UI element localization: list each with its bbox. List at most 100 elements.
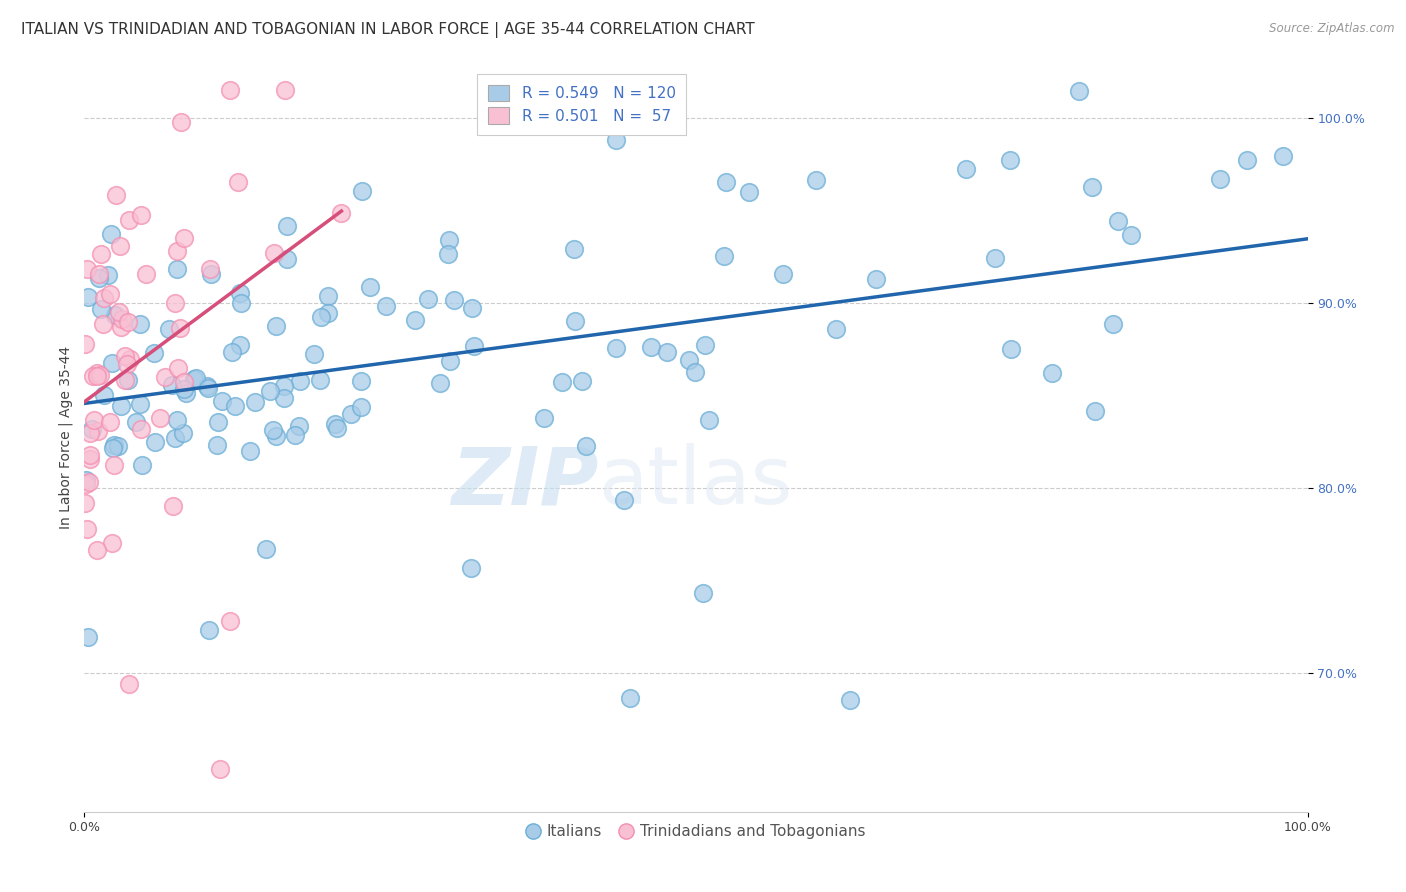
Point bbox=[97, 268, 120, 282]
Point bbox=[772, 267, 794, 281]
Point bbox=[273, 392, 295, 406]
Point bbox=[1102, 317, 1125, 331]
Point bbox=[149, 411, 172, 425]
Point bbox=[104, 308, 127, 322]
Point bbox=[678, 353, 700, 368]
Point bbox=[716, 175, 738, 189]
Point bbox=[173, 376, 195, 390]
Point bbox=[110, 399, 132, 413]
Point bbox=[75, 476, 97, 491]
Point bbox=[101, 356, 124, 370]
Point bbox=[103, 437, 125, 451]
Point bbox=[129, 397, 152, 411]
Point bbox=[76, 261, 98, 276]
Point bbox=[166, 361, 188, 376]
Point bbox=[564, 314, 586, 328]
Point bbox=[101, 442, 124, 456]
Point bbox=[162, 500, 184, 514]
Point bbox=[73, 496, 96, 510]
Point bbox=[243, 395, 266, 409]
Y-axis label: In Labor Force | Age 35-44: In Labor Force | Age 35-44 bbox=[59, 345, 73, 529]
Point bbox=[108, 239, 131, 253]
Point bbox=[460, 301, 482, 316]
Point bbox=[266, 429, 288, 443]
Point bbox=[77, 290, 100, 304]
Point bbox=[302, 347, 325, 361]
Point bbox=[108, 304, 131, 318]
Point bbox=[163, 430, 186, 444]
Point bbox=[100, 287, 122, 301]
Point bbox=[75, 473, 97, 487]
Point bbox=[129, 208, 152, 222]
Point bbox=[375, 299, 398, 313]
Point bbox=[166, 244, 188, 258]
Point bbox=[443, 293, 465, 308]
Point bbox=[211, 393, 233, 408]
Point bbox=[166, 413, 188, 427]
Point bbox=[76, 522, 98, 536]
Point bbox=[1236, 153, 1258, 167]
Point bbox=[533, 410, 555, 425]
Point bbox=[323, 417, 346, 431]
Text: ZIP: ZIP bbox=[451, 443, 598, 521]
Point bbox=[359, 280, 381, 294]
Point bbox=[107, 440, 129, 454]
Point bbox=[239, 444, 262, 458]
Point bbox=[460, 561, 482, 575]
Point bbox=[93, 388, 115, 402]
Point bbox=[111, 312, 134, 326]
Point bbox=[90, 301, 112, 316]
Point bbox=[350, 184, 373, 198]
Point bbox=[1000, 342, 1022, 356]
Point bbox=[284, 427, 307, 442]
Point bbox=[89, 271, 111, 285]
Point bbox=[640, 340, 662, 354]
Point bbox=[83, 413, 105, 427]
Point bbox=[692, 586, 714, 600]
Point bbox=[86, 369, 108, 384]
Point bbox=[276, 252, 298, 267]
Point bbox=[955, 161, 977, 176]
Text: atlas: atlas bbox=[598, 443, 793, 521]
Point bbox=[117, 213, 139, 227]
Point bbox=[89, 368, 111, 382]
Point bbox=[117, 315, 139, 329]
Point bbox=[82, 369, 104, 384]
Point bbox=[1209, 172, 1232, 186]
Point bbox=[1069, 84, 1091, 98]
Text: ITALIAN VS TRINIDADIAN AND TOBAGONIAN IN LABOR FORCE | AGE 35-44 CORRELATION CHA: ITALIAN VS TRINIDADIAN AND TOBAGONIAN IN… bbox=[21, 22, 755, 38]
Point bbox=[839, 693, 862, 707]
Point bbox=[200, 261, 222, 276]
Point bbox=[439, 354, 461, 368]
Point bbox=[183, 372, 205, 386]
Point bbox=[79, 451, 101, 466]
Point bbox=[998, 153, 1021, 168]
Point bbox=[683, 365, 706, 379]
Point bbox=[200, 267, 222, 281]
Point bbox=[82, 421, 104, 435]
Point bbox=[224, 399, 246, 413]
Point bbox=[564, 242, 586, 256]
Point bbox=[713, 249, 735, 263]
Point bbox=[231, 296, 253, 310]
Point bbox=[262, 424, 284, 438]
Point bbox=[429, 376, 451, 390]
Point bbox=[219, 83, 242, 97]
Point bbox=[1081, 179, 1104, 194]
Point bbox=[865, 272, 887, 286]
Point bbox=[104, 187, 127, 202]
Point bbox=[174, 385, 197, 400]
Point bbox=[309, 310, 332, 324]
Point bbox=[117, 373, 139, 387]
Text: Source: ZipAtlas.com: Source: ZipAtlas.com bbox=[1270, 22, 1395, 36]
Point bbox=[79, 425, 101, 440]
Point bbox=[86, 366, 108, 380]
Point bbox=[263, 246, 285, 260]
Point bbox=[155, 369, 177, 384]
Point bbox=[157, 321, 180, 335]
Point bbox=[575, 439, 598, 453]
Point bbox=[228, 175, 250, 189]
Point bbox=[93, 317, 115, 331]
Point bbox=[463, 339, 485, 353]
Point bbox=[695, 338, 717, 352]
